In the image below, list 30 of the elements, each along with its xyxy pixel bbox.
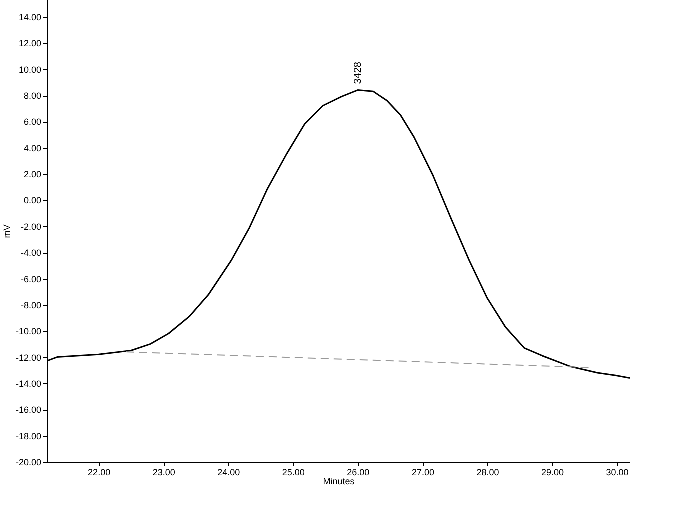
y-tick-label: -20.00 (16, 458, 42, 468)
y-tick-label: 12.00 (18, 38, 42, 49)
y-tick-label: -2.00 (20, 222, 42, 232)
y-tick-label: 0.00 (24, 196, 42, 206)
y-tick-label: -14.00 (16, 378, 42, 389)
y-tick-label: -16.00 (16, 405, 42, 416)
y-tick-label: -10.00 (16, 326, 42, 337)
y-tick-label: 4.00 (24, 143, 42, 154)
x-axis-title: Minutes (323, 476, 356, 486)
x-tick-label: 27.00 (412, 468, 434, 478)
x-tick-label: 24.00 (218, 468, 240, 478)
annotation: 3428 (352, 62, 364, 84)
y-tick-label: -8.00 (20, 300, 42, 310)
x-tick-label: 29.00 (542, 468, 564, 478)
y-tick-label: -18.00 (16, 431, 42, 442)
y-tick-label: -4.00 (20, 248, 42, 258)
y-tick-label: 2.00 (24, 170, 42, 180)
y-tick-label: 6.00 (24, 117, 42, 128)
x-tick-label: 25.00 (282, 468, 305, 478)
y-tick-label: -12.00 (16, 352, 42, 363)
y-axis-title: mV (2, 224, 12, 238)
x-tick-label: 26.00 (347, 468, 370, 478)
y-tick-label: 14.00 (18, 12, 42, 23)
x-tick-label: 22.00 (88, 468, 111, 478)
y-tick-label: 10.00 (18, 64, 42, 75)
y-tick-label: 8.00 (24, 91, 42, 102)
y-tick-label: -6.00 (20, 274, 42, 284)
x-tick-label: 30.00 (606, 468, 629, 478)
x-tick-label: 28.00 (476, 468, 500, 478)
x-tick-label: 23.00 (152, 468, 176, 478)
